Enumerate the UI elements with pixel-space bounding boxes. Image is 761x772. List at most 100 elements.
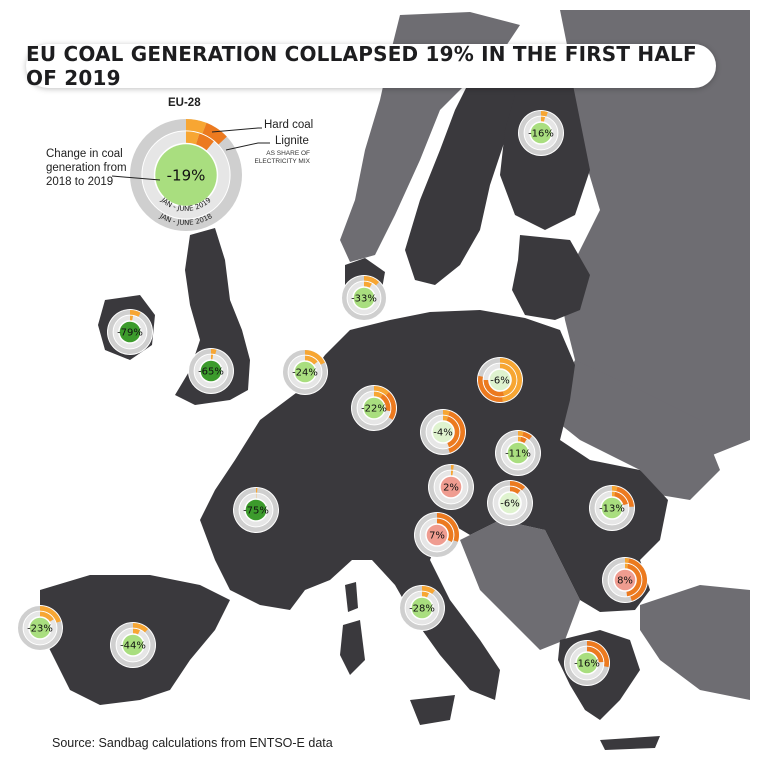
gauge-eu-28: -19%: [129, 118, 243, 232]
change-disc: [119, 321, 141, 343]
gauge-slovenia: 7%: [414, 512, 460, 558]
sardinia-land: [340, 620, 365, 675]
crete-land: [600, 736, 660, 750]
lignite-arc-2018: [509, 481, 526, 491]
lignite-arc-2019: [586, 646, 604, 663]
change-disc: [200, 360, 222, 382]
change-label: 2%: [443, 483, 459, 494]
hard-coal-arc-2018: [499, 358, 522, 402]
legend-change-line-3: 2018 to 2019: [46, 176, 114, 188]
country-gauges: -16% -33% -79% -65% -24% -22% -6% -4% -11% 2% -6% 7…: [17, 110, 648, 686]
baltics-land: [512, 235, 590, 320]
lignite-arc-2019: [380, 394, 391, 412]
change-disc: [614, 569, 636, 591]
change-label: -79%: [117, 328, 143, 339]
page-title: EU COAL GENERATION COLLAPSED 19% IN THE …: [26, 42, 697, 90]
lignite-arc-2019: [195, 133, 214, 151]
legend-leader-lines: [111, 127, 270, 181]
sicily-land: [410, 695, 455, 725]
hard-coal-arc-2019: [373, 391, 383, 399]
hard-coal-arc-2018: [540, 110, 548, 117]
lignite-arc-2018: [586, 641, 609, 668]
lignite-arc-2019: [520, 436, 527, 444]
gauge-italy: -28%: [399, 585, 445, 631]
lignite-arc-2018: [522, 431, 533, 440]
balkans-land: [460, 520, 580, 650]
hard-coal-arc-2019: [442, 415, 449, 421]
gauge-denmark: -33%: [341, 275, 387, 321]
hard-coal-arc-2018: [304, 350, 325, 365]
hard-coal-arc-2018: [421, 586, 435, 595]
hard-coal-arc-2019: [185, 131, 200, 145]
sweden-land: [405, 70, 520, 285]
change-label: -6%: [490, 376, 509, 387]
lignite-arc-2018: [448, 411, 466, 453]
hard-coal-arc-2018: [185, 119, 207, 134]
change-label: 8%: [617, 576, 633, 587]
legend-change-line-1: Change in coal: [46, 148, 123, 160]
gauge-greece: -16%: [564, 640, 610, 686]
change-disc: [432, 421, 454, 443]
gauge-romania: -13%: [589, 485, 635, 531]
change-disc: [576, 652, 598, 674]
legend-change-line-2: generation from: [46, 162, 127, 174]
change-label: -11%: [505, 449, 531, 460]
hard-coal-arc-2018: [39, 606, 61, 623]
change-label: 7%: [429, 531, 445, 542]
legend-share-note-2: ELECTRICITY MIX: [254, 158, 310, 165]
hard-coal-arc-2019: [304, 355, 318, 365]
legend-hard-coal-label: Hard coal: [264, 119, 314, 131]
hard-coal-arc-2018: [611, 486, 618, 492]
change-label: -24%: [292, 368, 318, 379]
change-disc: [294, 361, 316, 383]
change-label: -13%: [599, 504, 625, 515]
hard-coal-arc-2018: [517, 431, 524, 437]
change-disc: [29, 617, 51, 639]
change-label: -28%: [409, 604, 435, 615]
change-disc: [353, 287, 375, 309]
change-label: -23%: [27, 624, 53, 635]
gauge-bulgaria: 8%: [602, 557, 648, 603]
change-disc: [245, 499, 267, 521]
gauge-germany: -22%: [351, 385, 397, 431]
change-label: -22%: [361, 404, 387, 415]
change-disc: [426, 524, 448, 546]
non-eu-land: [318, 10, 750, 700]
gauge-netherlands: -24%: [282, 349, 328, 395]
gauge-slovakia: -11%: [495, 430, 541, 476]
change-disc: [489, 369, 511, 391]
gauge-poland: -6%: [477, 357, 523, 403]
lignite-arc-2019: [446, 416, 460, 448]
change-label: -6%: [500, 499, 519, 510]
legend-heading: EU-28: [168, 97, 201, 109]
change-disc: [601, 497, 623, 519]
lignite-arc-2019: [509, 486, 521, 495]
lignite-arc-2019: [614, 491, 628, 506]
corsica-land: [345, 582, 358, 612]
gauge-spain: -44%: [110, 622, 156, 668]
lignite-arc-2018: [628, 558, 647, 601]
lignite-arc-2019: [483, 379, 505, 397]
change-label: -44%: [120, 641, 146, 652]
title-banner: EU COAL GENERATION COLLAPSED 19% IN THE …: [26, 42, 716, 90]
lignite-arc-2018: [436, 513, 459, 542]
gauge-portugal: -23%: [17, 605, 63, 651]
lignite-arc-2018: [202, 122, 227, 145]
hard-coal-arc-2018: [442, 409, 450, 416]
change-disc: [155, 144, 217, 206]
gauge-ireland: -79%: [107, 309, 153, 355]
hard-coal-arc-2018: [129, 310, 141, 317]
turkey-land: [640, 585, 750, 700]
change-label: -19%: [167, 166, 206, 184]
russia-land: [560, 10, 750, 460]
hard-coal-arc-2019: [39, 611, 54, 622]
lignite-arc-2019: [436, 518, 454, 542]
gauge-czechia: -4%: [420, 409, 466, 455]
hard-coal-arc-2018: [363, 276, 380, 286]
change-disc: [440, 476, 462, 498]
ukraine-land: [555, 360, 720, 500]
gauge-finland: -16%: [518, 110, 564, 156]
change-label: -65%: [198, 367, 224, 378]
